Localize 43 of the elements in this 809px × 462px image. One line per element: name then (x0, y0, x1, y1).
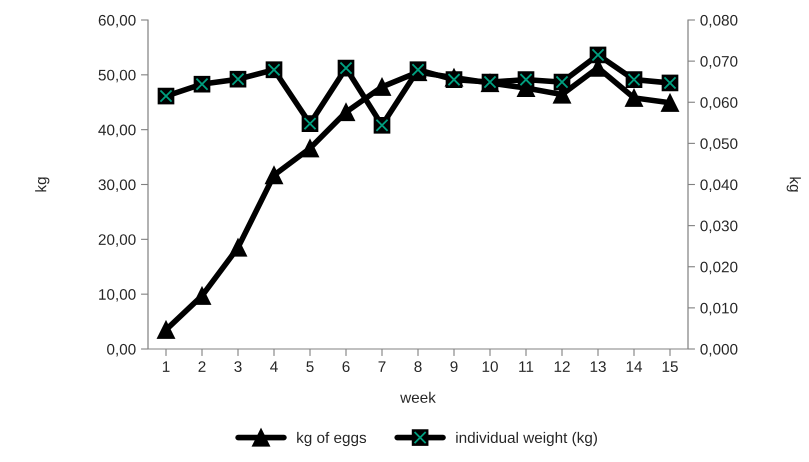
point (300, 139, 320, 158)
x-tick-label: 1 (162, 361, 170, 372)
x-tick-label: 2 (198, 361, 206, 372)
legend-label: kg of eggs (297, 432, 366, 446)
y2-tick-label: 0,030 (700, 220, 738, 234)
x-tick-label: 7 (378, 361, 386, 372)
x-tick-label: 11 (519, 361, 534, 372)
x-tick-label: 13 (590, 361, 606, 372)
point (156, 320, 176, 339)
x-tick-label: 15 (662, 361, 678, 372)
x-tick-label: 5 (306, 361, 314, 372)
y-tick-label: 60,00 (98, 14, 136, 28)
x-tick-label: 4 (270, 361, 278, 372)
x-tick-label: 9 (450, 361, 458, 372)
y-tick-label: 40,00 (98, 124, 136, 138)
y2-tick-label: 0,010 (700, 302, 738, 316)
x-tick-label: 12 (554, 361, 570, 372)
point (264, 166, 284, 184)
x-tick-label: 3 (234, 361, 242, 372)
y2-tick-label: 0,070 (700, 56, 738, 69)
y2-tick-label: 0,040 (700, 179, 738, 192)
x-tick-label: 8 (414, 361, 422, 372)
y2-tick-label: 0,050 (700, 138, 738, 151)
y2-tick-label: 0,060 (700, 97, 738, 110)
point (372, 78, 392, 96)
point (624, 88, 644, 107)
y-tick-label: 0,00 (107, 344, 136, 356)
y2-axis-title: kg (786, 177, 801, 192)
y2-tick-label: 0,080 (700, 14, 738, 28)
y2-tick-label: 0,000 (700, 344, 738, 356)
x-axis-title: week (400, 392, 436, 403)
legend-label: individual weight (kg) (456, 432, 597, 446)
x-tick-label: 10 (482, 361, 498, 372)
x-tick-label: 6 (342, 361, 350, 372)
y-tick-label: 10,00 (99, 289, 136, 302)
point (660, 94, 680, 112)
y-tick-label: 20,00 (98, 234, 136, 247)
y-tick-label: 50,00 (98, 70, 136, 82)
y-tick-label: 30,00 (98, 179, 136, 192)
x-tick-label: 14 (626, 361, 642, 372)
y-axis-title: kg (35, 177, 50, 192)
point (228, 238, 248, 257)
y2-tick-label: 0,020 (700, 262, 738, 274)
